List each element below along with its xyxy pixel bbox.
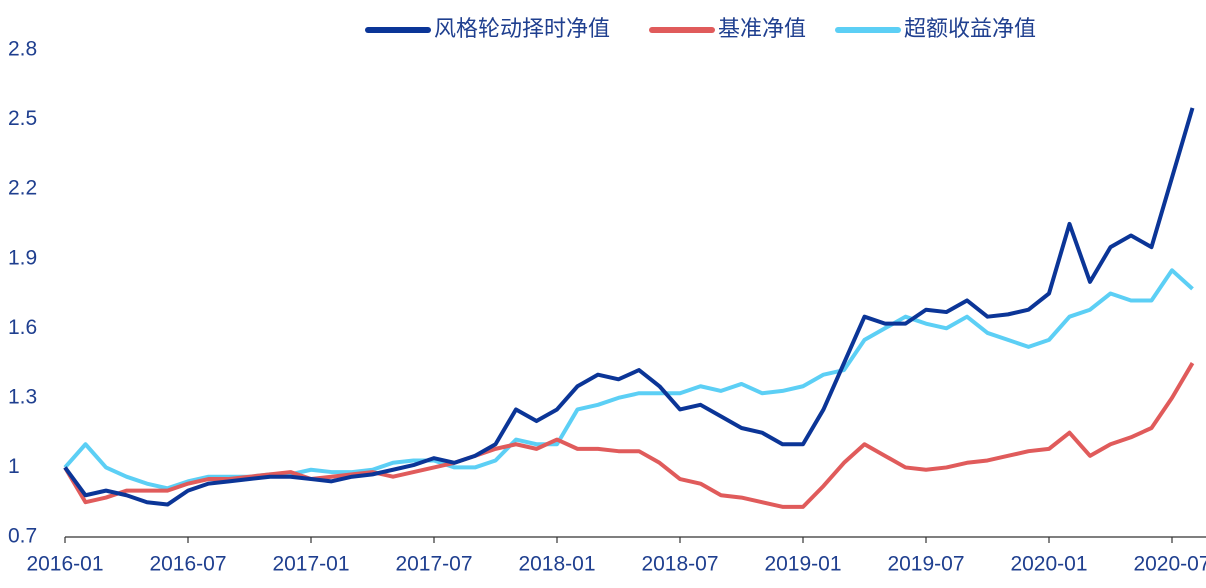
x-tick-label: 2020-07 bbox=[1133, 553, 1206, 576]
series-line bbox=[63, 362, 1195, 509]
y-tick-label: 1.3 bbox=[8, 385, 37, 408]
x-tick-label: 2020-01 bbox=[1010, 553, 1087, 576]
x-tick-label: 2016-01 bbox=[26, 553, 103, 576]
y-tick-label: 1.6 bbox=[8, 316, 37, 339]
x-tick-label: 2019-07 bbox=[887, 553, 964, 576]
y-tick-label: 1 bbox=[8, 455, 20, 478]
y-tick-label: 2.2 bbox=[8, 177, 37, 200]
series-line bbox=[63, 107, 1195, 507]
y-tick-label: 1.9 bbox=[8, 246, 37, 269]
y-tick-label: 0.7 bbox=[8, 525, 37, 548]
y-tick-label: 2.8 bbox=[8, 38, 37, 61]
series-line bbox=[63, 268, 1194, 491]
x-tick-label: 2017-07 bbox=[395, 553, 472, 576]
legend-label: 基准净值 bbox=[718, 16, 806, 41]
x-tick-label: 2016-07 bbox=[149, 553, 226, 576]
x-tick-label: 2017-01 bbox=[272, 553, 349, 576]
legend-label: 风格轮动择时净值 bbox=[434, 16, 610, 41]
legend-label: 超额收益净值 bbox=[904, 16, 1036, 41]
y-tick-label: 2.5 bbox=[8, 107, 37, 130]
x-tick-label: 2018-01 bbox=[518, 553, 595, 576]
x-tick-label: 2019-01 bbox=[764, 553, 841, 576]
x-tick-label: 2018-07 bbox=[641, 553, 718, 576]
legend: 风格轮动择时净值 基准净值 超额收益净值 bbox=[365, 16, 1036, 41]
